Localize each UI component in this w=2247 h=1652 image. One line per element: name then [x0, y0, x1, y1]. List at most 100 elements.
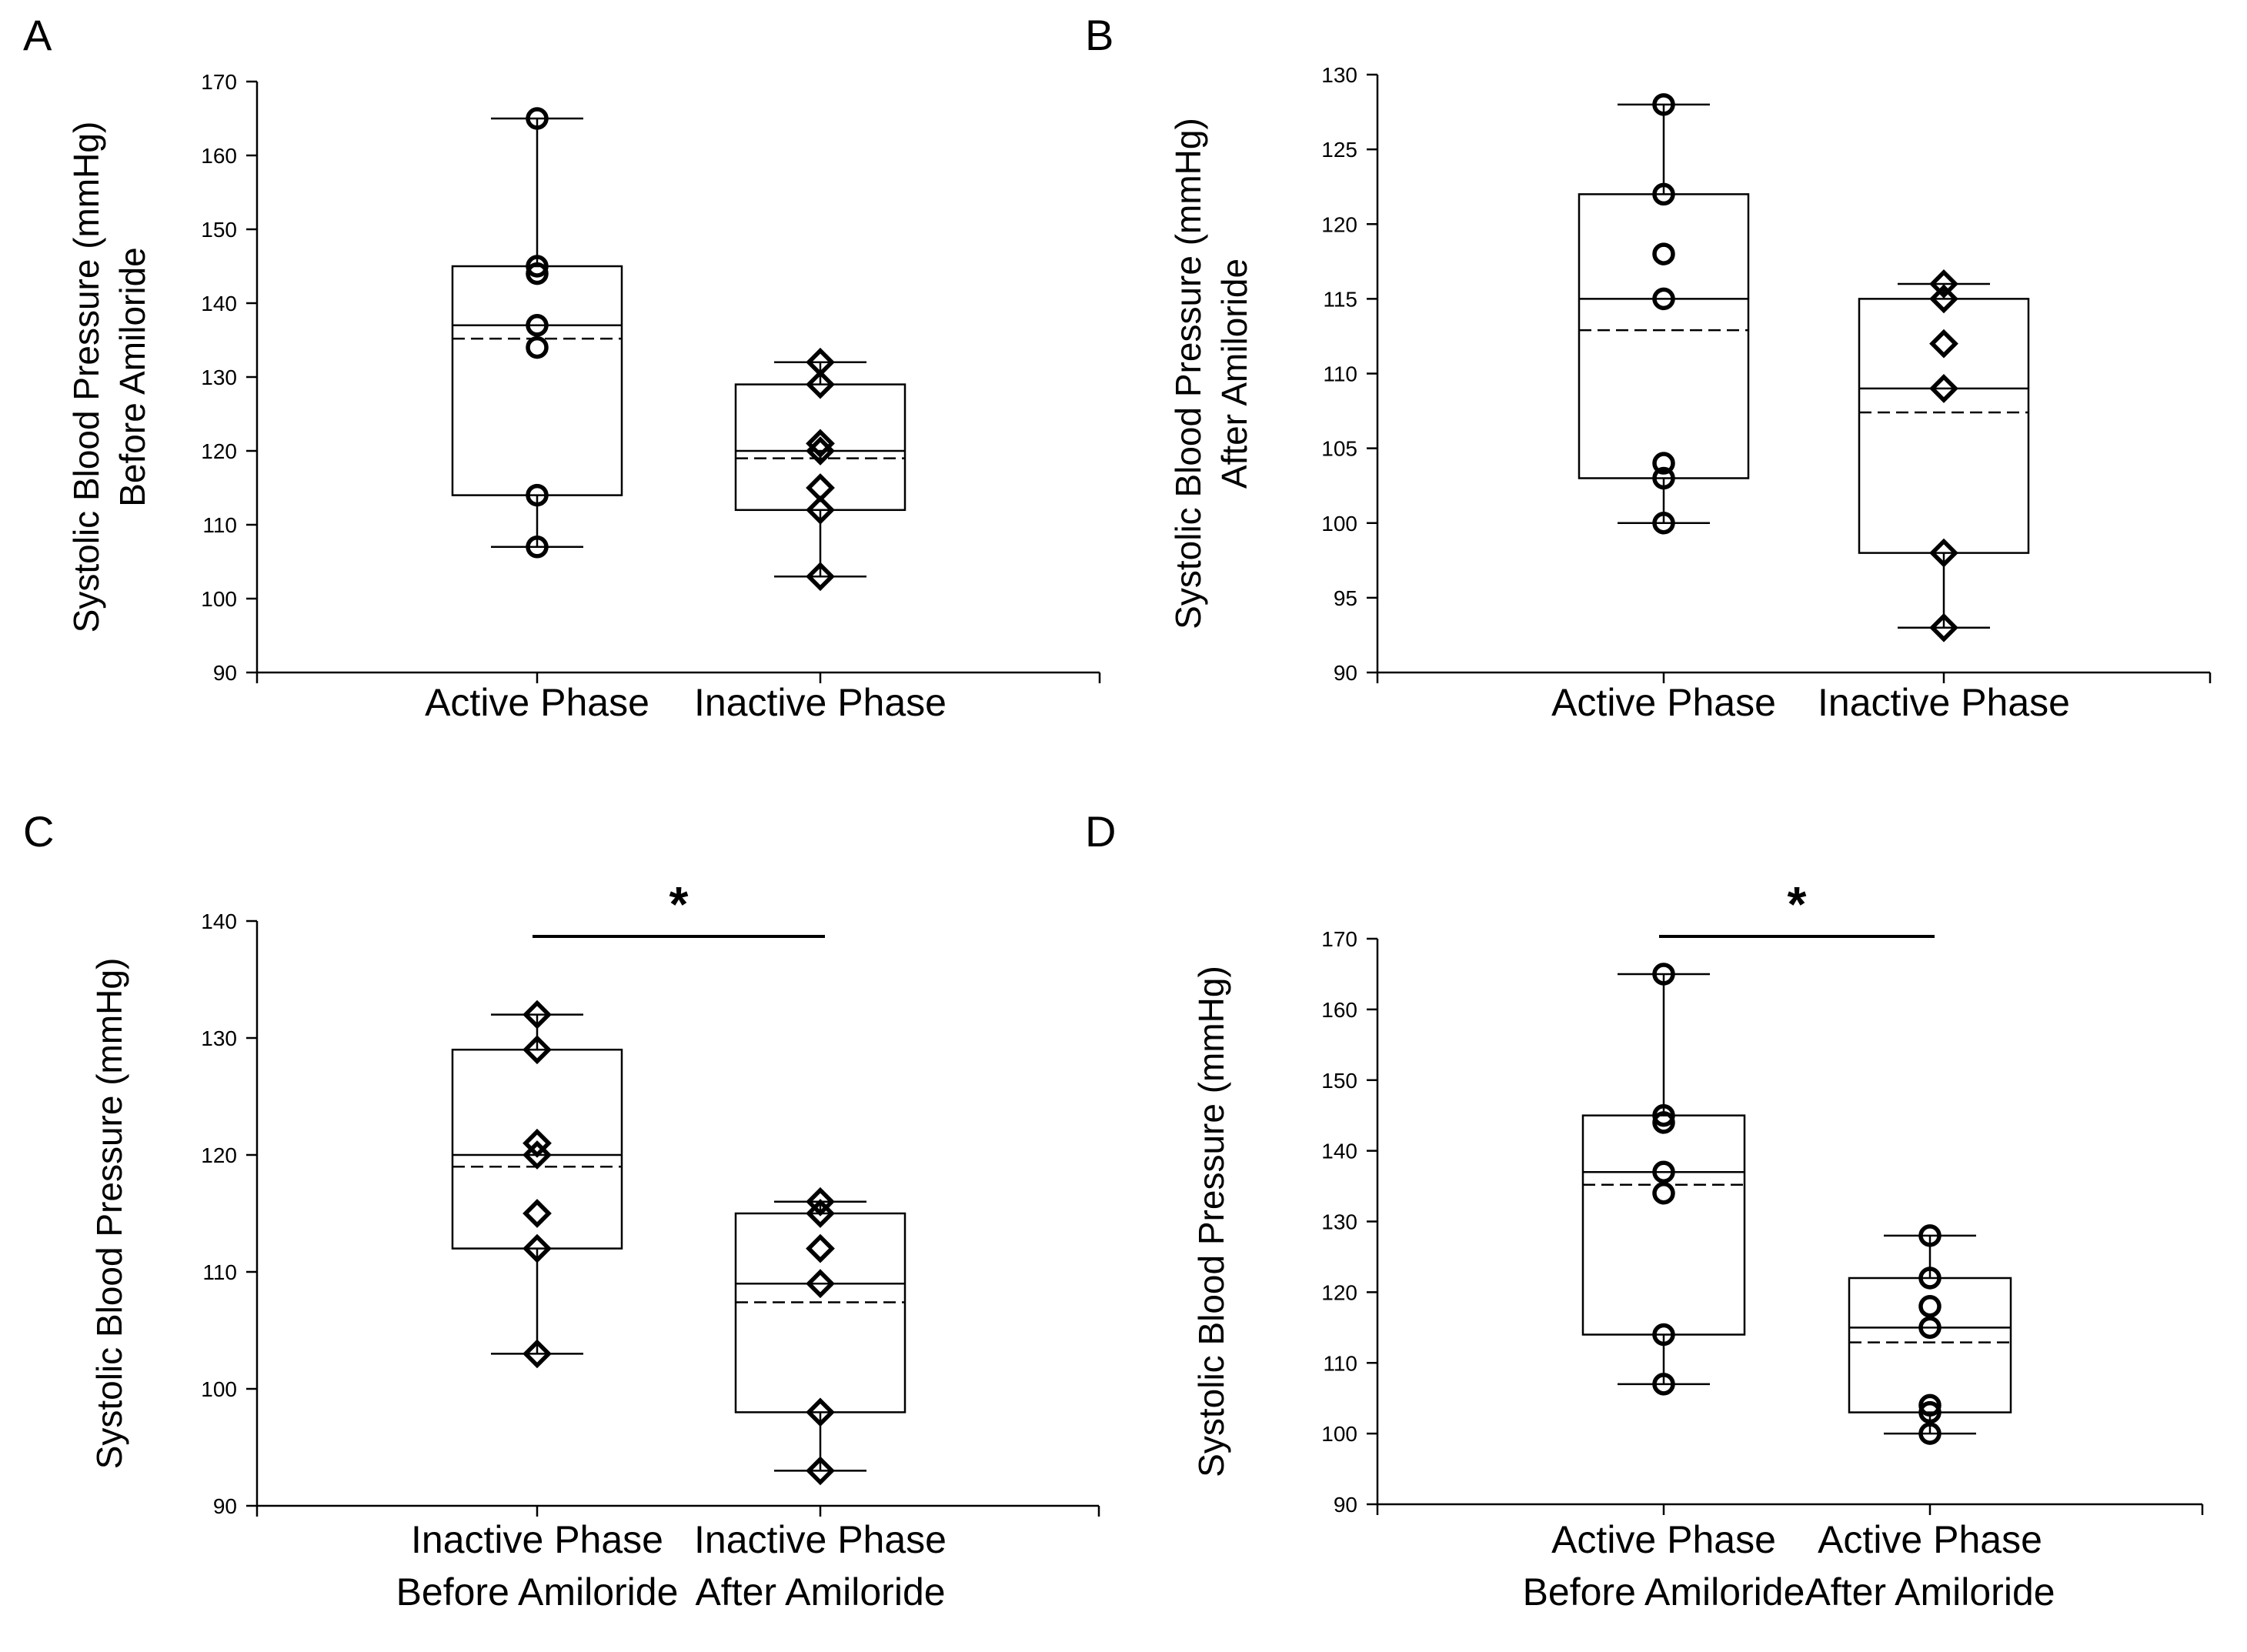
data-point: [1652, 93, 1675, 116]
data-point: [1918, 1316, 1942, 1340]
y-tick-label: 120: [201, 439, 237, 463]
y-axis-label: Before Amiloride: [112, 247, 152, 507]
category-label: Active Phase: [425, 681, 649, 724]
panel-b: B 90 95 100 105 110 115 120 125 130 Systolic Blood…: [1085, 11, 2212, 724]
panel-a: A 90 100 110 120 130 140 150 160 170 Systolic Bloo…: [23, 11, 1101, 724]
data-point: [1652, 182, 1675, 206]
data-point: [526, 255, 549, 278]
box-group: [451, 107, 623, 559]
y-tick-label: 125: [1321, 138, 1357, 162]
y-tick-label: 160: [1321, 998, 1357, 1022]
data-point: [523, 1128, 552, 1158]
y-tick-label: 130: [1321, 1210, 1357, 1234]
box: [1858, 298, 2030, 554]
data-point: [1652, 512, 1675, 535]
y-tick-label: 170: [201, 70, 237, 94]
data-point: [806, 1199, 835, 1228]
data-point: [1652, 466, 1675, 490]
panel-letter: A: [23, 11, 52, 59]
data-point: [523, 1035, 552, 1065]
box: [734, 1212, 906, 1413]
y-tick-label: 110: [1323, 362, 1357, 386]
y-tick-label: 110: [1323, 1351, 1357, 1375]
data-point: [806, 429, 835, 459]
panel-letter: B: [1085, 11, 1113, 59]
data-point: [1929, 269, 1958, 299]
y-tick-label: 90: [213, 1494, 237, 1518]
y-tick-label: 150: [201, 218, 237, 242]
data-point: [806, 495, 835, 525]
y-tick-label: 130: [201, 365, 237, 389]
y-tick-label: 100: [1321, 512, 1357, 536]
panel-letter: C: [23, 807, 54, 856]
data-point: [806, 436, 835, 466]
category-label: After Amiloride: [695, 1570, 945, 1614]
y-tick-label: 90: [1334, 1493, 1357, 1517]
panel-d: D 90 100 110 120 130 140 150 160 170 Systolic Bloo…: [1085, 807, 2204, 1614]
data-point: [1918, 1422, 1942, 1445]
data-point: [523, 1199, 552, 1228]
data-point: [806, 1233, 835, 1263]
data-point: [1652, 452, 1675, 475]
data-point: [1929, 284, 1958, 314]
y-axis-label: Systolic Blood Pressure (mmHg): [1168, 118, 1208, 629]
data-point: [1918, 1224, 1942, 1247]
data-point: [1652, 1111, 1675, 1134]
category-label: Before Amiloride: [1523, 1570, 1805, 1614]
y-tick-label: 130: [201, 1026, 237, 1050]
data-point: [526, 314, 549, 337]
data-point: [1929, 612, 1958, 642]
y-tick-label: 150: [1321, 1069, 1357, 1093]
data-point: [1652, 287, 1675, 311]
box-group: [734, 347, 906, 592]
data-point: [806, 369, 835, 399]
panel-letter: D: [1085, 807, 1116, 856]
box: [1578, 193, 1750, 479]
data-point: [1652, 1182, 1675, 1205]
data-point: [523, 1140, 552, 1170]
y-tick-label: 140: [1321, 1140, 1357, 1163]
data-point: [1652, 1103, 1675, 1127]
data-point: [1652, 1323, 1675, 1347]
y-axis-label: Systolic Blood Pressure (mmHg): [66, 122, 106, 633]
data-point: [1652, 242, 1675, 265]
data-point: [526, 335, 549, 359]
category-label: Inactive Phase: [694, 681, 947, 724]
box-group: [1858, 269, 2030, 642]
y-tick-label: 140: [201, 909, 237, 933]
y-tick-label: 160: [201, 144, 237, 168]
data-point: [523, 1000, 552, 1030]
box-group: [1578, 93, 1750, 535]
significance-marker: *: [669, 876, 689, 932]
data-point: [1918, 1400, 1942, 1424]
data-point: [806, 1456, 835, 1486]
y-axis-label: Systolic Blood Pressure (mmHg): [89, 958, 129, 1470]
category-label: Inactive Phase: [411, 1518, 663, 1561]
box-group: [451, 1000, 623, 1369]
y-tick-label: 105: [1321, 437, 1357, 461]
data-point: [806, 1269, 835, 1299]
box-group: [1848, 1224, 2012, 1445]
box: [1581, 1114, 1746, 1336]
box: [734, 383, 906, 512]
box-group: [734, 1186, 906, 1486]
data-point: [1929, 329, 1958, 359]
data-point: [1652, 1373, 1675, 1396]
data-point: [1929, 374, 1958, 403]
category-label: Inactive Phase: [694, 1518, 947, 1561]
y-tick-label: 170: [1321, 927, 1357, 951]
y-axis-label: Systolic Blood Pressure (mmHg): [1191, 966, 1231, 1477]
y-tick-label: 120: [201, 1143, 237, 1167]
data-point: [526, 107, 549, 130]
data-point: [1918, 1267, 1942, 1290]
data-point: [526, 483, 549, 507]
y-tick-label: 110: [202, 1260, 237, 1284]
data-point: [806, 562, 835, 592]
y-tick-label: 110: [202, 513, 237, 537]
y-tick-label: 100: [201, 1377, 237, 1401]
panel-c: C 90 100 110 120 130 140 Systolic Blood Pressur…: [23, 807, 1100, 1614]
significance-marker: *: [1788, 876, 1807, 932]
box: [1848, 1277, 2012, 1413]
y-tick-label: 95: [1334, 586, 1357, 610]
y-tick-label: 90: [1334, 661, 1357, 685]
